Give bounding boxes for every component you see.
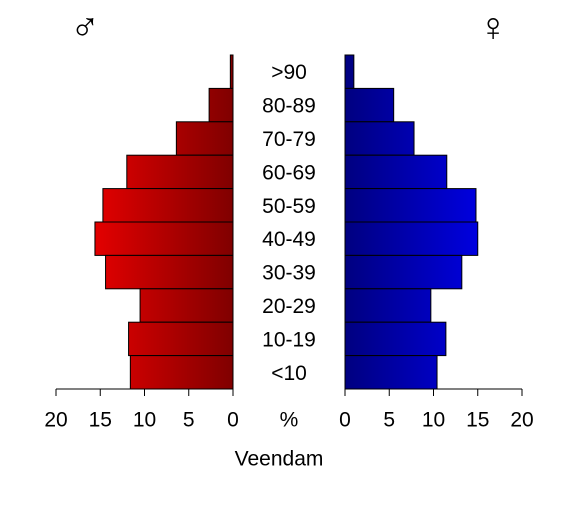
category-label: 40-49 bbox=[262, 228, 316, 251]
female-bar bbox=[344, 254, 463, 290]
male-bar bbox=[128, 321, 234, 357]
female-tick-label: 10 bbox=[422, 409, 445, 432]
female-tick-label: 5 bbox=[383, 409, 395, 432]
female-bar bbox=[344, 288, 432, 323]
male-tick-label: 5 bbox=[183, 409, 195, 432]
male-bar bbox=[208, 87, 234, 123]
female-bar bbox=[344, 121, 415, 156]
category-label: 60-69 bbox=[262, 161, 316, 184]
female-bar bbox=[344, 54, 355, 89]
chart-title: Veendam bbox=[235, 448, 324, 471]
female-bar bbox=[344, 221, 479, 256]
female-tick-label: 20 bbox=[510, 409, 533, 432]
male-tick-label: 0 bbox=[227, 409, 239, 432]
category-label: 80-89 bbox=[262, 95, 316, 118]
female-bar bbox=[344, 321, 447, 357]
x-axis-label: % bbox=[280, 409, 299, 432]
female-bar bbox=[344, 188, 477, 223]
male-bar bbox=[102, 188, 234, 223]
female-tick-label: 15 bbox=[466, 409, 489, 432]
female-bar bbox=[344, 355, 438, 390]
category-label: 20-29 bbox=[262, 295, 316, 318]
male-bar bbox=[129, 355, 234, 390]
male-bar bbox=[105, 254, 234, 290]
male-bar bbox=[175, 121, 234, 156]
male-tick-label: 15 bbox=[89, 409, 112, 432]
category-label: 70-79 bbox=[262, 128, 316, 151]
male-bar bbox=[229, 54, 234, 89]
male-bar bbox=[126, 154, 234, 190]
male-bar bbox=[139, 288, 234, 323]
category-label: 50-59 bbox=[262, 195, 316, 218]
male-tick-label: 20 bbox=[44, 409, 67, 432]
category-label: >90 bbox=[271, 61, 307, 84]
category-label: 30-39 bbox=[262, 262, 316, 285]
male-tick-label: 10 bbox=[133, 409, 156, 432]
category-label: <10 bbox=[271, 362, 307, 385]
female-tick-label: 0 bbox=[339, 409, 351, 432]
female-bar bbox=[344, 87, 395, 123]
female-symbol: ♀ bbox=[478, 6, 508, 50]
male-symbol: ♂ bbox=[70, 6, 100, 50]
female-bar bbox=[344, 154, 448, 190]
male-bar bbox=[94, 221, 234, 256]
category-label: 10-19 bbox=[262, 328, 316, 351]
